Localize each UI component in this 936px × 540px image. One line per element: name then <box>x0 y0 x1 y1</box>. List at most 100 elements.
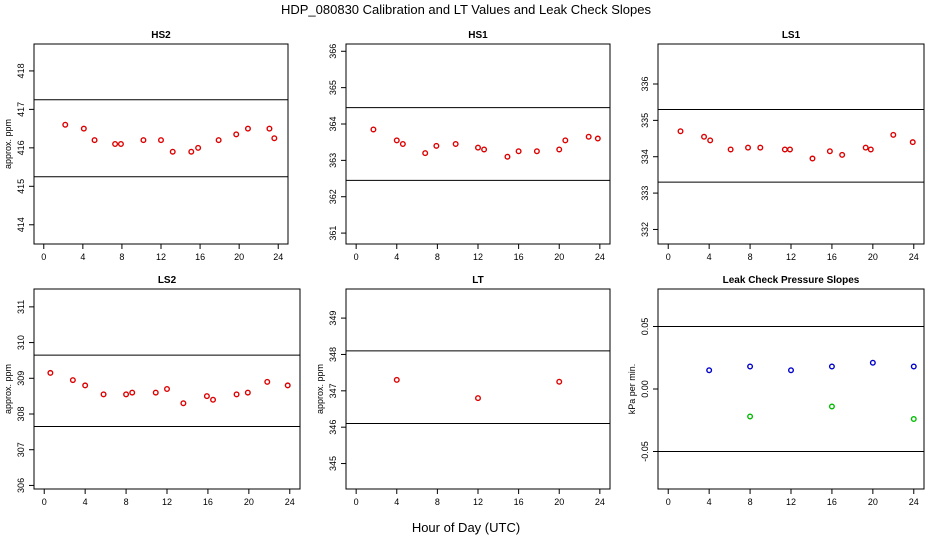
x-tick-label: 8 <box>748 497 753 507</box>
y-axis-label: approx. ppm <box>3 364 13 414</box>
data-point <box>747 413 754 420</box>
data-point <box>47 369 54 376</box>
panel-title: Leak Check Pressure Slopes <box>723 275 860 286</box>
x-tick-label: 0 <box>42 497 47 507</box>
x-tick-label: 20 <box>868 252 878 262</box>
x-tick-label: 24 <box>273 252 283 262</box>
data-point <box>862 144 869 151</box>
data-point <box>195 144 202 151</box>
x-tick-label: 8 <box>748 252 753 262</box>
x-tick-label: 4 <box>707 497 712 507</box>
figure-xlabel: Hour of Day (UTC) <box>412 520 520 535</box>
x-tick-label: 0 <box>41 252 46 262</box>
x-tick-label: 20 <box>234 252 244 262</box>
y-tick-label: 335 <box>640 113 650 128</box>
data-point <box>62 121 69 128</box>
x-tick-label: 12 <box>786 497 796 507</box>
panel-title: HS2 <box>151 30 171 41</box>
data-point <box>515 148 522 155</box>
data-point <box>163 386 170 393</box>
x-tick-label: 4 <box>394 497 399 507</box>
data-point <box>188 148 195 155</box>
x-tick-label: 16 <box>827 252 837 262</box>
x-tick-label: 4 <box>83 497 88 507</box>
data-point <box>909 139 916 146</box>
data-point <box>867 146 874 153</box>
data-point <box>393 376 400 383</box>
data-point <box>533 148 540 155</box>
data-point <box>701 133 708 140</box>
x-tick-label: 4 <box>394 252 399 262</box>
x-tick-label: 24 <box>909 497 919 507</box>
x-tick-label: 12 <box>473 252 483 262</box>
data-point <box>169 148 176 155</box>
x-tick-label: 20 <box>554 252 564 262</box>
y-tick-label: 307 <box>16 442 26 457</box>
data-point <box>210 396 217 403</box>
data-point <box>481 146 488 153</box>
panel-title: HS1 <box>468 30 488 41</box>
data-point <box>504 153 511 160</box>
data-point <box>123 391 130 398</box>
y-tick-label: 306 <box>16 478 26 493</box>
x-tick-label: 12 <box>786 252 796 262</box>
y-tick-label: 366 <box>328 44 338 59</box>
data-point <box>826 148 833 155</box>
y-axis-label: kPa per min. <box>627 364 637 415</box>
data-point <box>781 146 788 153</box>
data-point <box>786 146 793 153</box>
y-tick-label: 349 <box>328 311 338 326</box>
data-point <box>152 389 159 396</box>
x-tick-label: 24 <box>595 497 605 507</box>
panel-1: HS1 0 4 8 12 16 20 24 361 362 363 364 365 366 <box>328 30 611 262</box>
y-tick-label: 332 <box>640 222 650 237</box>
plot-frame <box>345 43 611 245</box>
data-point <box>745 144 752 151</box>
y-tick-label: 0.00 <box>640 380 650 398</box>
data-point <box>869 359 876 366</box>
panel-4: LT 0 4 8 12 16 20 24 345 346 347 348 349 approx. ppm <box>315 275 611 507</box>
x-tick-label: 4 <box>80 252 85 262</box>
y-tick-label: 414 <box>16 217 26 232</box>
data-point <box>370 126 377 133</box>
data-point <box>82 382 89 389</box>
x-tick-label: 24 <box>595 252 605 262</box>
panel-3: LS2 0 4 8 12 16 20 24 306 307 308 309 310 311 approx. … <box>3 275 301 507</box>
data-point <box>244 125 251 132</box>
y-tick-label: 336 <box>640 76 650 91</box>
y-tick-label: 348 <box>328 347 338 362</box>
data-point <box>422 150 429 157</box>
x-tick-label: 16 <box>203 497 213 507</box>
x-tick-label: 20 <box>868 497 878 507</box>
x-tick-label: 16 <box>827 497 837 507</box>
data-point <box>271 135 278 142</box>
y-tick-label: 418 <box>16 63 26 78</box>
y-tick-label: 333 <box>640 186 650 201</box>
data-point <box>727 146 734 153</box>
y-tick-label: 364 <box>328 116 338 131</box>
y-tick-label: 361 <box>328 226 338 241</box>
data-point <box>475 395 482 402</box>
x-tick-label: 16 <box>514 252 524 262</box>
data-point <box>399 140 406 147</box>
data-point <box>393 137 400 144</box>
plot-frame <box>345 288 611 490</box>
panel-2: LS1 0 4 8 12 16 20 24 332 333 334 335 336 <box>640 30 925 262</box>
panel-0: HS2 0 4 8 12 16 20 24 414 415 416 417 418 approx. ppm <box>3 30 289 262</box>
data-point <box>140 137 147 144</box>
data-point <box>215 137 222 144</box>
data-point <box>585 133 592 140</box>
data-point <box>180 400 187 407</box>
data-point <box>452 140 459 147</box>
x-tick-label: 16 <box>195 252 205 262</box>
y-tick-label: 346 <box>328 420 338 435</box>
x-tick-label: 24 <box>285 497 295 507</box>
x-tick-label: 0 <box>666 252 671 262</box>
data-point <box>433 142 440 149</box>
y-tick-label: 308 <box>16 406 26 421</box>
data-point <box>266 125 273 132</box>
x-tick-label: 16 <box>514 497 524 507</box>
data-point <box>91 137 98 144</box>
